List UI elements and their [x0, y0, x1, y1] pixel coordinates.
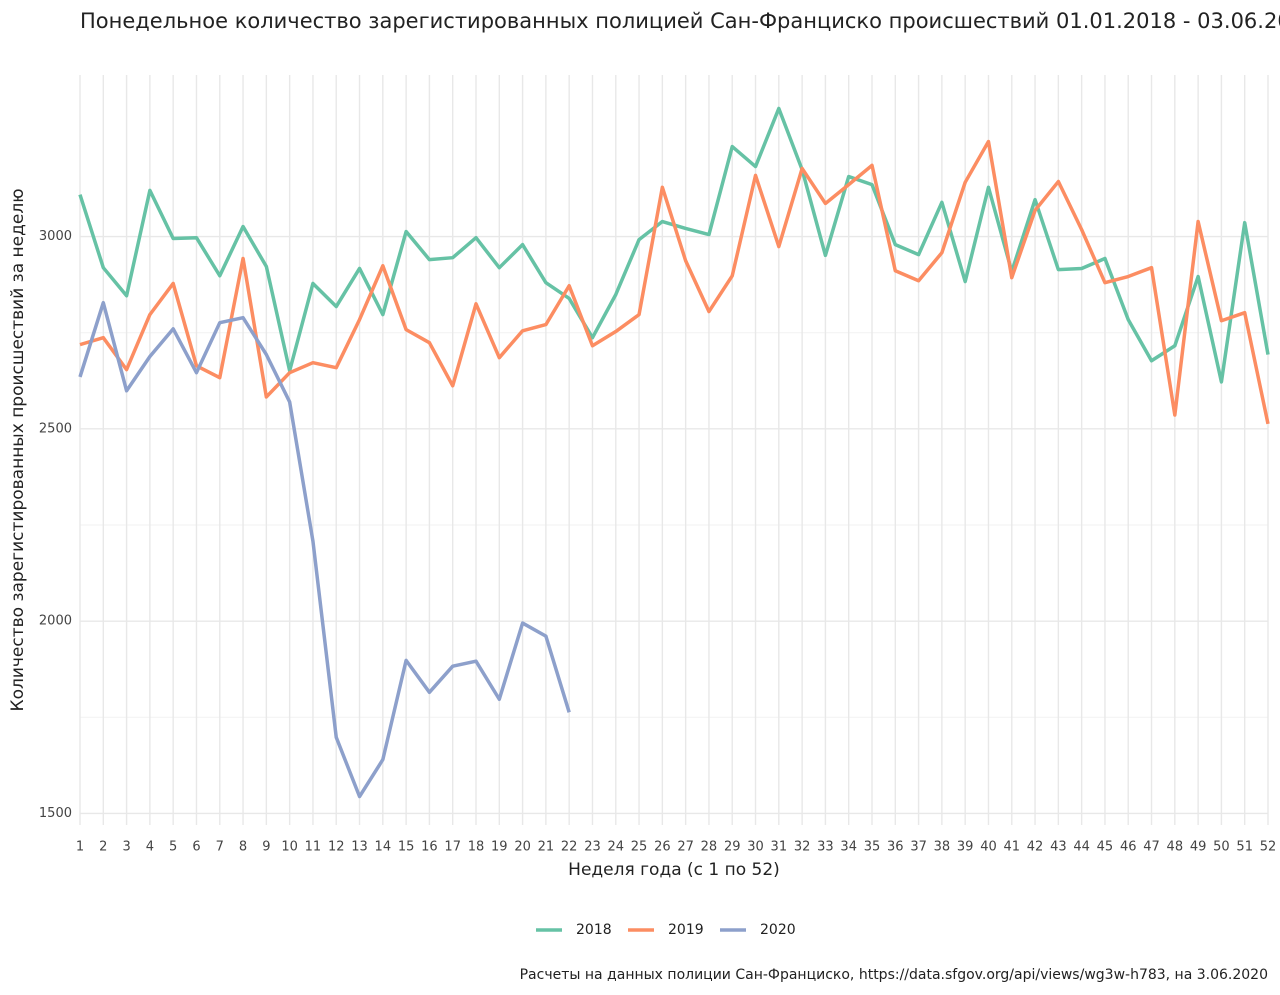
x-tick-label: 17 [444, 840, 461, 855]
x-tick-label: 20 [514, 840, 531, 855]
x-tick-label: 13 [351, 840, 368, 855]
x-tick-label: 11 [305, 840, 322, 855]
x-tick-label: 9 [262, 840, 270, 855]
x-tick-label: 45 [1097, 840, 1114, 855]
x-tick-label: 25 [631, 840, 648, 855]
x-tick-label: 1 [76, 840, 84, 855]
x-tick-label: 12 [328, 840, 345, 855]
grid [79, 75, 1269, 825]
caption: Расчеты на данных полиции Сан-Франциско,… [520, 967, 1268, 983]
x-tick-label: 28 [701, 840, 718, 855]
x-tick-label: 18 [468, 840, 485, 855]
x-tick-label: 52 [1260, 840, 1277, 855]
x-tick-label: 3 [122, 840, 130, 855]
legend-label: 2019 [668, 922, 704, 938]
x-tick-label: 33 [817, 840, 834, 855]
x-tick-label: 29 [724, 840, 741, 855]
x-tick-label: 46 [1120, 840, 1137, 855]
x-tick-label: 21 [538, 840, 555, 855]
y-tick-label: 2000 [39, 614, 72, 629]
legend-label: 2020 [760, 922, 796, 938]
y-tick-label: 2500 [39, 421, 72, 436]
x-tick-label: 50 [1213, 840, 1230, 855]
x-tick-label: 48 [1167, 840, 1184, 855]
x-tick-label: 16 [421, 840, 438, 855]
x-axis-label: Неделя года (с 1 по 52) [568, 860, 780, 880]
x-tick-label: 39 [957, 840, 974, 855]
x-tick-label: 2 [99, 840, 107, 855]
line [78, 300, 571, 799]
y-tick-label: 3000 [39, 229, 72, 244]
x-tick-label: 26 [654, 840, 671, 855]
x-tick-label: 22 [561, 840, 578, 855]
x-tick-label: 41 [1003, 840, 1020, 855]
y-axis-label: Количество зарегистированных происшестви… [8, 189, 28, 712]
x-tick-label: 14 [375, 840, 392, 855]
x-tick-label: 8 [239, 840, 247, 855]
y-tick-label: 1500 [39, 806, 72, 821]
x-tick-label: 7 [216, 840, 224, 855]
x-tick-label: 31 [771, 840, 788, 855]
legend-label: 2018 [576, 922, 612, 938]
x-tick-label: 38 [934, 840, 951, 855]
x-tick-label: 44 [1073, 840, 1090, 855]
x-tick-label: 36 [887, 840, 904, 855]
x-tick-label: 34 [840, 840, 857, 855]
x-tick-label: 47 [1143, 840, 1160, 855]
x-tick-label: 10 [281, 840, 298, 855]
x-tick-label: 6 [192, 840, 200, 855]
x-tick-label: 4 [146, 840, 154, 855]
x-tick-label: 19 [491, 840, 508, 855]
x-tick-label: 15 [398, 840, 415, 855]
x-tick-label: 37 [910, 840, 927, 855]
x-tick-label: 43 [1050, 840, 1067, 855]
x-tick-label: 35 [864, 840, 881, 855]
x-tick-label: 51 [1236, 840, 1253, 855]
x-tick-label: 40 [980, 840, 997, 855]
x-tick-label: 42 [1027, 840, 1044, 855]
x-tick-label: 32 [794, 840, 811, 855]
x-tick-label: 27 [677, 840, 694, 855]
x-tick-label: 49 [1190, 840, 1207, 855]
x-tick-label: 24 [607, 840, 624, 855]
x-tick-label: 30 [747, 840, 764, 855]
x-tick-label: 5 [169, 840, 177, 855]
chart-title: Понедельное количество зарегистированных… [80, 9, 1280, 33]
x-tick-label: 23 [584, 840, 601, 855]
line [79, 139, 1270, 425]
